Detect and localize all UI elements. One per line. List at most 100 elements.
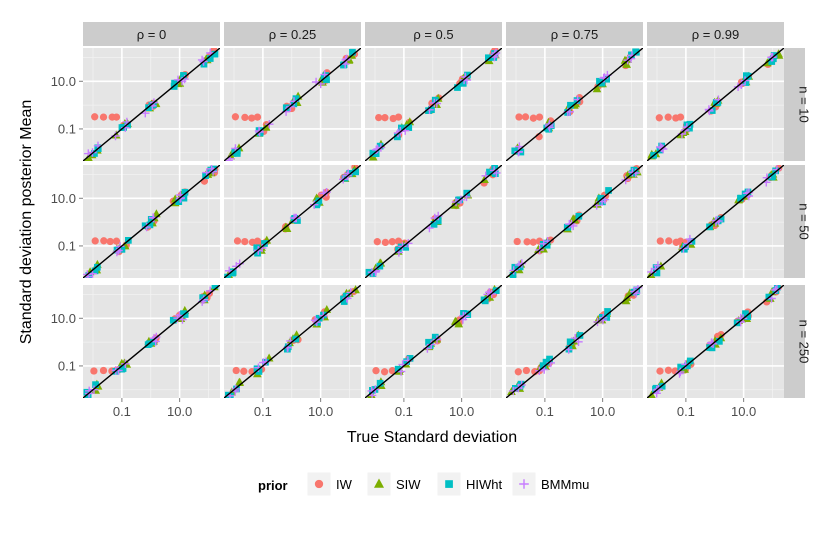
- point-iw: [112, 113, 121, 121]
- point-iw: [656, 237, 664, 245]
- point-hiwht: [369, 270, 377, 277]
- point-hiwht: [596, 77, 603, 85]
- point-iw: [529, 114, 538, 122]
- x-tick-label: 0.1: [677, 404, 695, 419]
- panel-r3-c2: [224, 285, 361, 398]
- point-hiwht: [349, 48, 356, 56]
- panel-r3-c1: [83, 285, 220, 398]
- point-iw: [664, 113, 672, 121]
- point-bmmmu: [514, 147, 523, 156]
- x-tick-label: 10.0: [308, 404, 333, 419]
- point-bmmmu: [199, 295, 208, 304]
- facet-row-label: n = 10: [797, 86, 812, 123]
- reference-line-y-equals-x: [365, 165, 502, 278]
- y-tick-label: 0.1: [58, 238, 76, 253]
- point-iw: [375, 113, 383, 122]
- point-hiwht: [566, 338, 574, 346]
- reference-line-y-equals-x: [83, 285, 220, 398]
- legend: prior IW SIW HIWht BMMmu: [258, 471, 589, 497]
- point-hiwht: [603, 75, 610, 83]
- point-hiwht: [681, 245, 688, 253]
- point-bmmmu: [733, 82, 743, 91]
- point-siw: [570, 215, 580, 224]
- reference-line-y-equals-x: [647, 165, 784, 278]
- panel-r1-c4: [506, 48, 643, 161]
- x-tick-label: 10.0: [731, 404, 756, 419]
- point-hiwht: [394, 365, 402, 373]
- reference-line-y-equals-x: [506, 285, 643, 398]
- point-hiwht: [175, 198, 183, 205]
- point-hiwht: [597, 194, 605, 202]
- legend-key-hiwht: [445, 480, 453, 488]
- point-bmmmu: [456, 195, 466, 204]
- point-hiwht: [376, 142, 384, 150]
- point-hiwht: [677, 363, 684, 371]
- legend-label: SIW: [396, 477, 421, 492]
- point-hiwht: [180, 72, 187, 79]
- facet-strip-column: [83, 22, 220, 46]
- point-iw: [388, 238, 396, 246]
- point-hiwht: [146, 221, 154, 229]
- point-iw: [373, 238, 381, 246]
- point-iw: [91, 237, 99, 245]
- point-hiwht: [425, 107, 432, 114]
- x-tick-label: 10.0: [167, 404, 192, 419]
- point-hiwht: [604, 308, 611, 315]
- point-siw: [282, 224, 292, 232]
- point-bmmmu: [705, 106, 714, 116]
- point-bmmmu: [404, 239, 413, 248]
- point-bmmmu: [310, 200, 319, 209]
- reference-line-y-equals-x: [365, 285, 502, 398]
- point-hiwht: [511, 263, 519, 271]
- point-bmmmu: [346, 288, 355, 297]
- point-iw: [241, 113, 249, 122]
- point-bmmmu: [509, 386, 518, 396]
- point-iw: [513, 237, 521, 246]
- facet-strip-column: [647, 22, 784, 46]
- point-hiwht: [742, 79, 750, 86]
- point-iw: [241, 237, 249, 246]
- point-bmmmu: [342, 54, 351, 64]
- point-iw: [240, 367, 248, 375]
- point-hiwht: [575, 212, 583, 220]
- point-hiwht: [315, 314, 323, 322]
- reference-line-y-equals-x: [365, 48, 502, 161]
- point-iw: [112, 237, 121, 245]
- point-iw: [106, 237, 114, 246]
- point-hiwht: [91, 150, 98, 157]
- point-hiwht: [261, 240, 268, 247]
- point-bmmmu: [115, 242, 125, 251]
- reference-line-y-equals-x: [506, 48, 643, 161]
- panel-r3-c3: [365, 285, 502, 398]
- point-iw: [514, 368, 522, 376]
- point-hiwht: [169, 316, 177, 324]
- point-hiwht: [376, 379, 384, 387]
- point-hiwht: [405, 124, 413, 131]
- point-hiwht: [233, 150, 241, 157]
- point-iw: [529, 238, 537, 246]
- point-siw: [405, 117, 415, 126]
- point-bmmmu: [461, 72, 470, 82]
- facet-strip-column: [224, 22, 361, 46]
- point-hiwht: [229, 269, 236, 277]
- x-tick-label: 0.1: [395, 404, 413, 419]
- point-iw: [394, 113, 403, 121]
- point-siw: [450, 200, 460, 209]
- point-iw: [99, 113, 108, 121]
- panel-r3-c5: [647, 285, 784, 398]
- reference-line-y-equals-x: [83, 165, 220, 278]
- facet-strip-column: [506, 22, 643, 46]
- point-hiwht: [398, 124, 405, 132]
- point-hiwht: [406, 355, 414, 362]
- point-iw: [233, 237, 242, 245]
- y-tick-label: 0.1: [58, 358, 76, 373]
- point-hiwht: [430, 221, 438, 228]
- point-bmmmu: [711, 217, 721, 227]
- point-hiwht: [340, 61, 348, 69]
- axes-layer: 0.1 10.0 0.1 10.0 0.1 10.0 0.1 10.0 0.1 10.0 0.1 10…: [51, 74, 757, 419]
- point-hiwht: [716, 338, 723, 345]
- legend-label: BMMmu: [541, 477, 589, 492]
- point-hiwht: [511, 147, 519, 155]
- point-iw: [232, 366, 240, 375]
